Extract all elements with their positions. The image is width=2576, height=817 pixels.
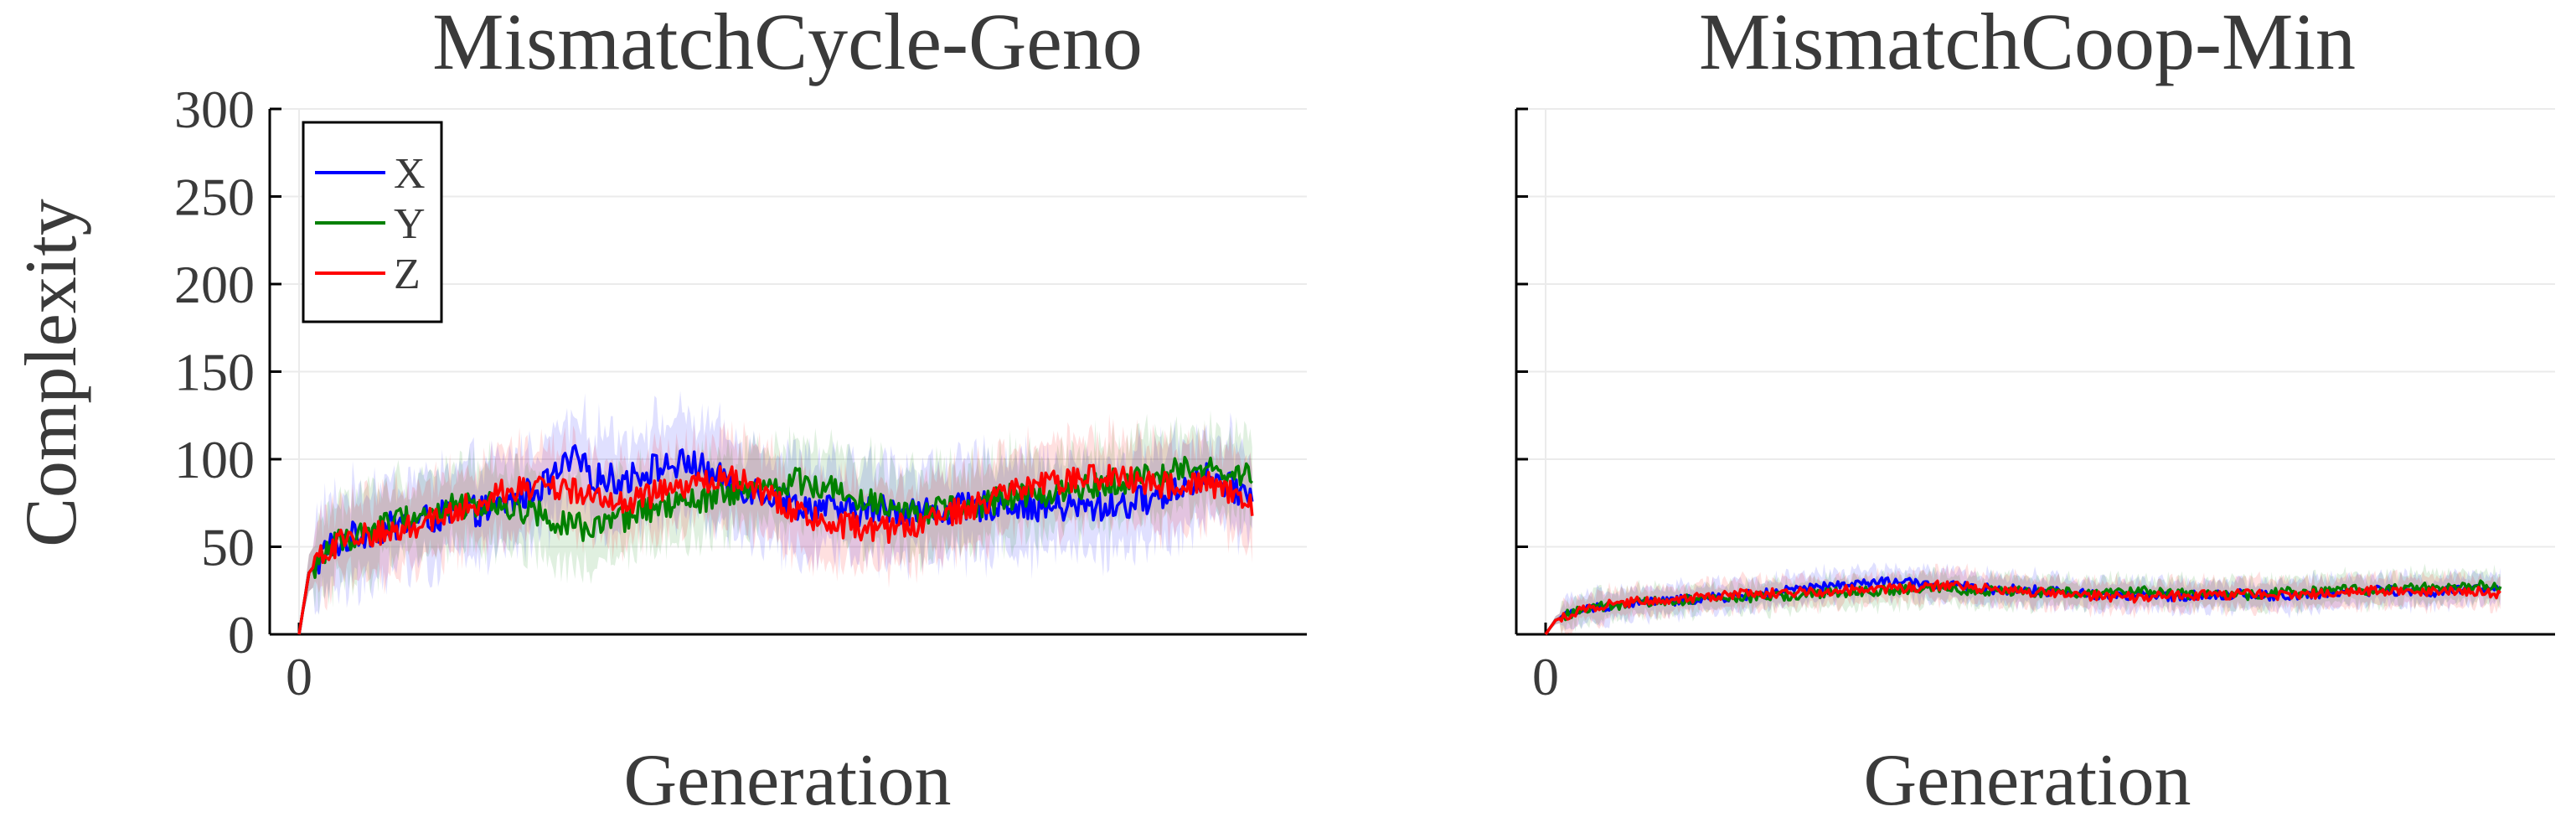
series-line-z — [1544, 579, 2501, 636]
x-axis-label: Generation — [624, 740, 952, 817]
x-tick-label: 0 — [286, 647, 312, 706]
y-axis-label: Complexity — [11, 199, 92, 547]
band-y — [299, 410, 1252, 634]
y-tick-label: 0 — [228, 605, 255, 664]
series-lines — [297, 444, 1254, 635]
series-lines — [1544, 576, 2502, 636]
y-tick-label: 250 — [174, 168, 255, 227]
x-tick-label: 0 — [1532, 647, 1559, 706]
y-tick-label: 150 — [174, 343, 255, 402]
legend: XYZ — [302, 121, 443, 323]
confidence-bands — [299, 390, 1252, 634]
legend-label-z: Z — [394, 251, 421, 298]
y-tick-label: 200 — [174, 255, 255, 314]
confidence-bands — [1546, 562, 2501, 634]
band-y — [1546, 563, 2501, 634]
y-tick-label: 100 — [174, 430, 255, 489]
y-tick-label: 300 — [174, 80, 255, 139]
band-x — [1546, 562, 2501, 634]
chart-title: MismatchCycle-Geno — [432, 0, 1143, 86]
y-tick-label: 50 — [201, 518, 255, 577]
band-x — [299, 390, 1252, 634]
band-z — [1546, 563, 2501, 634]
legend-label-y: Y — [394, 200, 426, 248]
chart-title: MismatchCoop-Min — [1699, 0, 2356, 86]
band-z — [299, 413, 1252, 634]
x-axis-label: Generation — [1864, 740, 2191, 817]
chart-panel-2: MismatchCoop-Min Generation 0 — [1515, 0, 2555, 817]
chart-panel-1: MismatchCycle-Geno Complexity Generation… — [11, 0, 1307, 817]
series-line-z — [297, 463, 1254, 635]
legend-label-x: X — [394, 150, 426, 198]
